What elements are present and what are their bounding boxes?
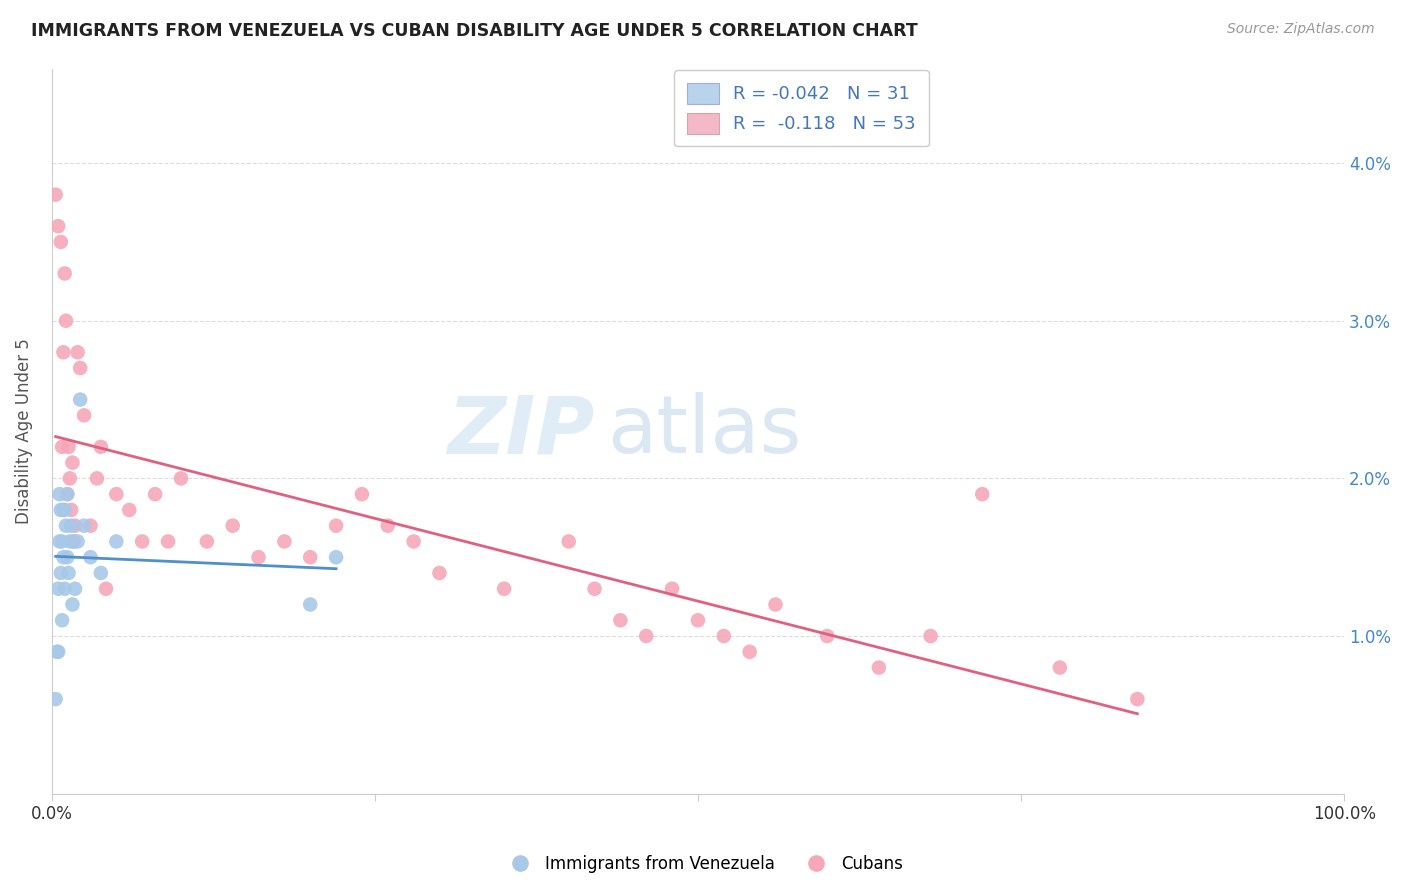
Point xyxy=(73,409,96,423)
Point xyxy=(90,566,112,580)
Point xyxy=(63,582,86,596)
Point xyxy=(868,660,890,674)
Point xyxy=(583,582,606,596)
Point xyxy=(325,518,347,533)
Point xyxy=(62,534,84,549)
Legend: R = -0.042   N = 31, R =  -0.118   N = 53: R = -0.042 N = 31, R = -0.118 N = 53 xyxy=(673,70,929,146)
Text: Source: ZipAtlas.com: Source: ZipAtlas.com xyxy=(1227,22,1375,37)
Point xyxy=(73,518,96,533)
Point xyxy=(66,534,89,549)
Point xyxy=(51,613,73,627)
Point xyxy=(494,582,516,596)
Y-axis label: Disability Age Under 5: Disability Age Under 5 xyxy=(15,338,32,524)
Point xyxy=(60,518,83,533)
Point xyxy=(920,629,942,643)
Point xyxy=(299,598,322,612)
Point xyxy=(350,487,373,501)
Point xyxy=(48,534,70,549)
Point xyxy=(56,550,79,565)
Point xyxy=(157,534,180,549)
Point xyxy=(94,582,117,596)
Point xyxy=(636,629,658,643)
Point xyxy=(79,518,101,533)
Point xyxy=(557,534,579,549)
Point xyxy=(59,471,82,485)
Point xyxy=(815,629,838,643)
Point xyxy=(59,534,82,549)
Point xyxy=(105,534,128,549)
Point xyxy=(58,440,80,454)
Point xyxy=(46,582,69,596)
Point xyxy=(143,487,166,501)
Point xyxy=(86,471,108,485)
Text: atlas: atlas xyxy=(607,392,801,470)
Point xyxy=(52,550,75,565)
Point xyxy=(46,645,69,659)
Point xyxy=(609,613,631,627)
Point xyxy=(402,534,425,549)
Point xyxy=(52,503,75,517)
Point xyxy=(105,487,128,501)
Point xyxy=(131,534,153,549)
Point xyxy=(51,440,73,454)
Point xyxy=(53,503,76,517)
Point xyxy=(69,392,91,407)
Point xyxy=(90,440,112,454)
Point xyxy=(325,550,347,565)
Point xyxy=(299,550,322,565)
Point xyxy=(738,645,761,659)
Point xyxy=(60,503,83,517)
Point xyxy=(195,534,218,549)
Point xyxy=(713,629,735,643)
Point xyxy=(69,361,91,376)
Point xyxy=(62,534,84,549)
Point xyxy=(429,566,451,580)
Point xyxy=(53,267,76,281)
Point xyxy=(377,518,399,533)
Point xyxy=(63,518,86,533)
Point xyxy=(62,598,84,612)
Point xyxy=(972,487,994,501)
Point xyxy=(686,613,709,627)
Point xyxy=(45,692,67,706)
Point xyxy=(46,219,69,234)
Point xyxy=(45,645,67,659)
Point xyxy=(56,487,79,501)
Point xyxy=(1126,692,1149,706)
Point xyxy=(58,566,80,580)
Point xyxy=(62,456,84,470)
Point xyxy=(661,582,683,596)
Legend: Immigrants from Venezuela, Cubans: Immigrants from Venezuela, Cubans xyxy=(496,848,910,880)
Point xyxy=(66,345,89,359)
Point xyxy=(51,534,73,549)
Point xyxy=(1049,660,1071,674)
Point xyxy=(221,518,243,533)
Point xyxy=(55,518,77,533)
Point xyxy=(49,235,72,249)
Point xyxy=(48,487,70,501)
Point xyxy=(247,550,270,565)
Point xyxy=(45,187,67,202)
Point xyxy=(49,566,72,580)
Point xyxy=(273,534,295,549)
Point xyxy=(55,314,77,328)
Point xyxy=(53,582,76,596)
Point xyxy=(170,471,193,485)
Point xyxy=(118,503,141,517)
Point xyxy=(765,598,787,612)
Point xyxy=(52,345,75,359)
Point xyxy=(49,503,72,517)
Text: IMMIGRANTS FROM VENEZUELA VS CUBAN DISABILITY AGE UNDER 5 CORRELATION CHART: IMMIGRANTS FROM VENEZUELA VS CUBAN DISAB… xyxy=(31,22,918,40)
Text: ZIP: ZIP xyxy=(447,392,595,470)
Point xyxy=(56,487,79,501)
Point xyxy=(79,550,101,565)
